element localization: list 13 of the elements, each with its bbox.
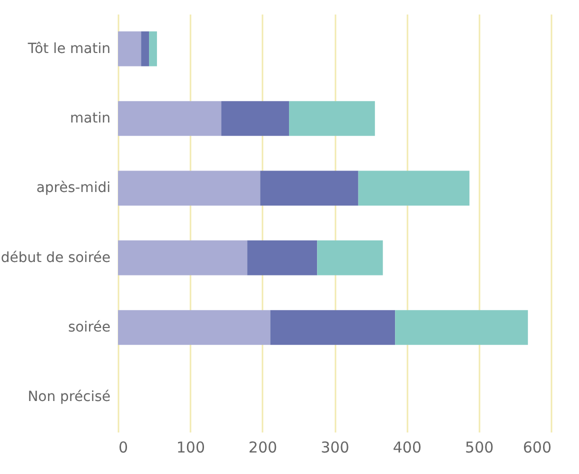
y-tick-label: soirée [68, 320, 110, 336]
x-tick-label: 0 [118, 438, 128, 456]
x-tick-label: 400 [392, 438, 422, 456]
y-tick-label: matin [70, 110, 110, 126]
x-tick-label: 500 [465, 438, 494, 456]
y-tick-label: Tôt le matin [26, 40, 110, 57]
x-tick-label: 300 [320, 438, 350, 456]
y-tick-label: début de soirée [0, 250, 110, 266]
x-tick-label: 100 [176, 438, 205, 456]
y-tick-label: Non précisé [28, 389, 110, 406]
x-tick-label: 600 [522, 438, 552, 456]
y-tick-label: après-midi [36, 180, 110, 196]
x-tick-label: 200 [248, 438, 278, 456]
